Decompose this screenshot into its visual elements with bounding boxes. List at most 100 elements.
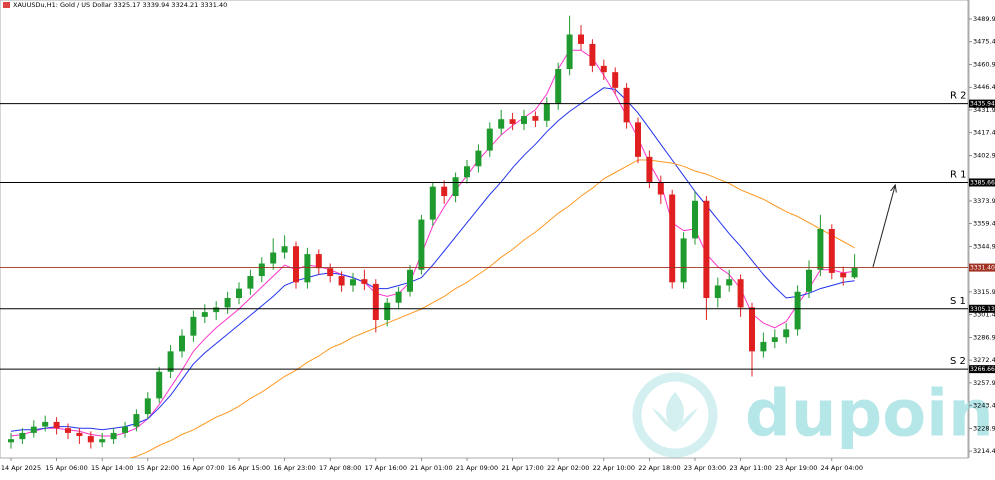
y-tick-label: 3446.40 [973, 83, 995, 91]
symbol-icon [3, 2, 10, 8]
candle-body [167, 351, 174, 372]
candle-body [338, 276, 345, 286]
candle-body [623, 87, 630, 123]
candle-body [236, 288, 242, 299]
candle-body [201, 312, 208, 317]
candle-body [133, 414, 140, 427]
candle-body [635, 122, 641, 157]
candle-body [794, 291, 801, 330]
x-tick-label: 22 Apr 18:00 [638, 464, 680, 472]
candle-body [247, 276, 254, 289]
candle-body [30, 426, 37, 433]
candle-body [179, 335, 185, 352]
y-tick-label: 3315.90 [973, 288, 995, 296]
price-box-label: 3305.13 [970, 306, 995, 313]
x-tick-label: 24 Apr 04:00 [821, 464, 863, 472]
candle-body [532, 116, 539, 121]
candle-body [464, 166, 470, 178]
y-tick-label: 3286.90 [973, 333, 995, 341]
candle-body [99, 439, 106, 443]
candle-body [543, 103, 550, 121]
y-tick-label: 3359.40 [973, 220, 995, 228]
candle-body [418, 219, 425, 270]
price-box-label: 3435.94 [970, 101, 995, 108]
price-box [969, 263, 995, 272]
candle-body [156, 371, 163, 399]
candle-body [737, 279, 744, 308]
candle-body [486, 128, 493, 151]
y-tick-label: 3344.90 [973, 242, 995, 250]
level-name: S 2 [950, 356, 966, 367]
candle-body [669, 194, 676, 283]
price-box-label: 3266.66 [970, 366, 995, 373]
candle-body [589, 43, 596, 66]
x-tick-label: 22 Apr 10:00 [593, 464, 635, 472]
chart-title: XAUUSDu,H1: Gold / US Dollar 3325.17 333… [13, 1, 227, 9]
y-tick-label: 3431.90 [973, 106, 995, 114]
x-tick-label: 14 Apr 2025 [1, 464, 41, 472]
moving-average [128, 159, 855, 458]
candle-body [65, 428, 71, 433]
candle-body [224, 298, 231, 308]
x-tick-label: 21 Apr 09:00 [456, 464, 498, 472]
y-tick-label: 3257.90 [973, 379, 995, 387]
x-tick-label: 17 Apr 16:00 [365, 464, 407, 472]
candle-body [806, 269, 812, 292]
watermark-logo [632, 372, 718, 458]
y-tick-label: 3402.90 [973, 151, 995, 159]
candle-body [475, 150, 482, 167]
candle-body [646, 156, 653, 182]
candle-body [87, 436, 94, 443]
candle-body [190, 316, 197, 336]
candle-body [578, 34, 584, 44]
candle-body [304, 254, 311, 283]
candle-body [361, 279, 368, 284]
candle-body [293, 246, 299, 283]
moving-average [10, 49, 855, 437]
candle-body [395, 291, 402, 303]
candle-body [600, 65, 607, 73]
price-box [969, 365, 995, 374]
x-tick-label: 22 Apr 02:00 [547, 464, 589, 472]
y-tick-label: 3417.40 [973, 129, 995, 137]
x-tick-label: 15 Apr 06:00 [45, 464, 87, 472]
price-box [969, 99, 995, 108]
x-tick-label: 16 Apr 23:00 [273, 464, 315, 472]
candle-body [612, 72, 619, 88]
moving-average [10, 87, 855, 432]
candle-body [521, 116, 527, 124]
candle-body [110, 432, 117, 440]
candle-body [726, 279, 733, 286]
candle-body [680, 238, 687, 283]
candle-body [407, 269, 413, 292]
candle-body [122, 426, 128, 433]
forecast-arrow [872, 186, 895, 268]
candle-body [441, 186, 448, 197]
candle-body [817, 229, 824, 270]
candle-body [315, 254, 322, 269]
candle-body [144, 398, 151, 415]
candle-body [327, 268, 334, 277]
x-tick-label: 15 Apr 14:00 [91, 464, 133, 472]
candle-body [281, 246, 288, 253]
candle-body [714, 285, 721, 299]
candle-body [771, 337, 778, 342]
candle-body [760, 341, 767, 352]
x-tick-label: 17 Apr 08:00 [319, 464, 361, 472]
y-tick-label: 3489.90 [973, 15, 995, 23]
level-name: S 1 [950, 296, 966, 307]
candle-body [8, 439, 14, 443]
x-tick-label: 16 Apr 07:00 [182, 464, 224, 472]
candle-body [566, 34, 573, 70]
candle-body [509, 119, 516, 124]
candle-body [76, 432, 83, 437]
x-tick-label: 15 Apr 22:00 [137, 464, 179, 472]
candle-body [19, 432, 26, 440]
candle-body [452, 177, 459, 197]
candle-body [783, 329, 790, 338]
level-name: R 1 [950, 169, 967, 180]
candle-body [53, 421, 60, 429]
candle-body [555, 69, 562, 104]
y-tick-label: 3460.90 [973, 60, 995, 68]
